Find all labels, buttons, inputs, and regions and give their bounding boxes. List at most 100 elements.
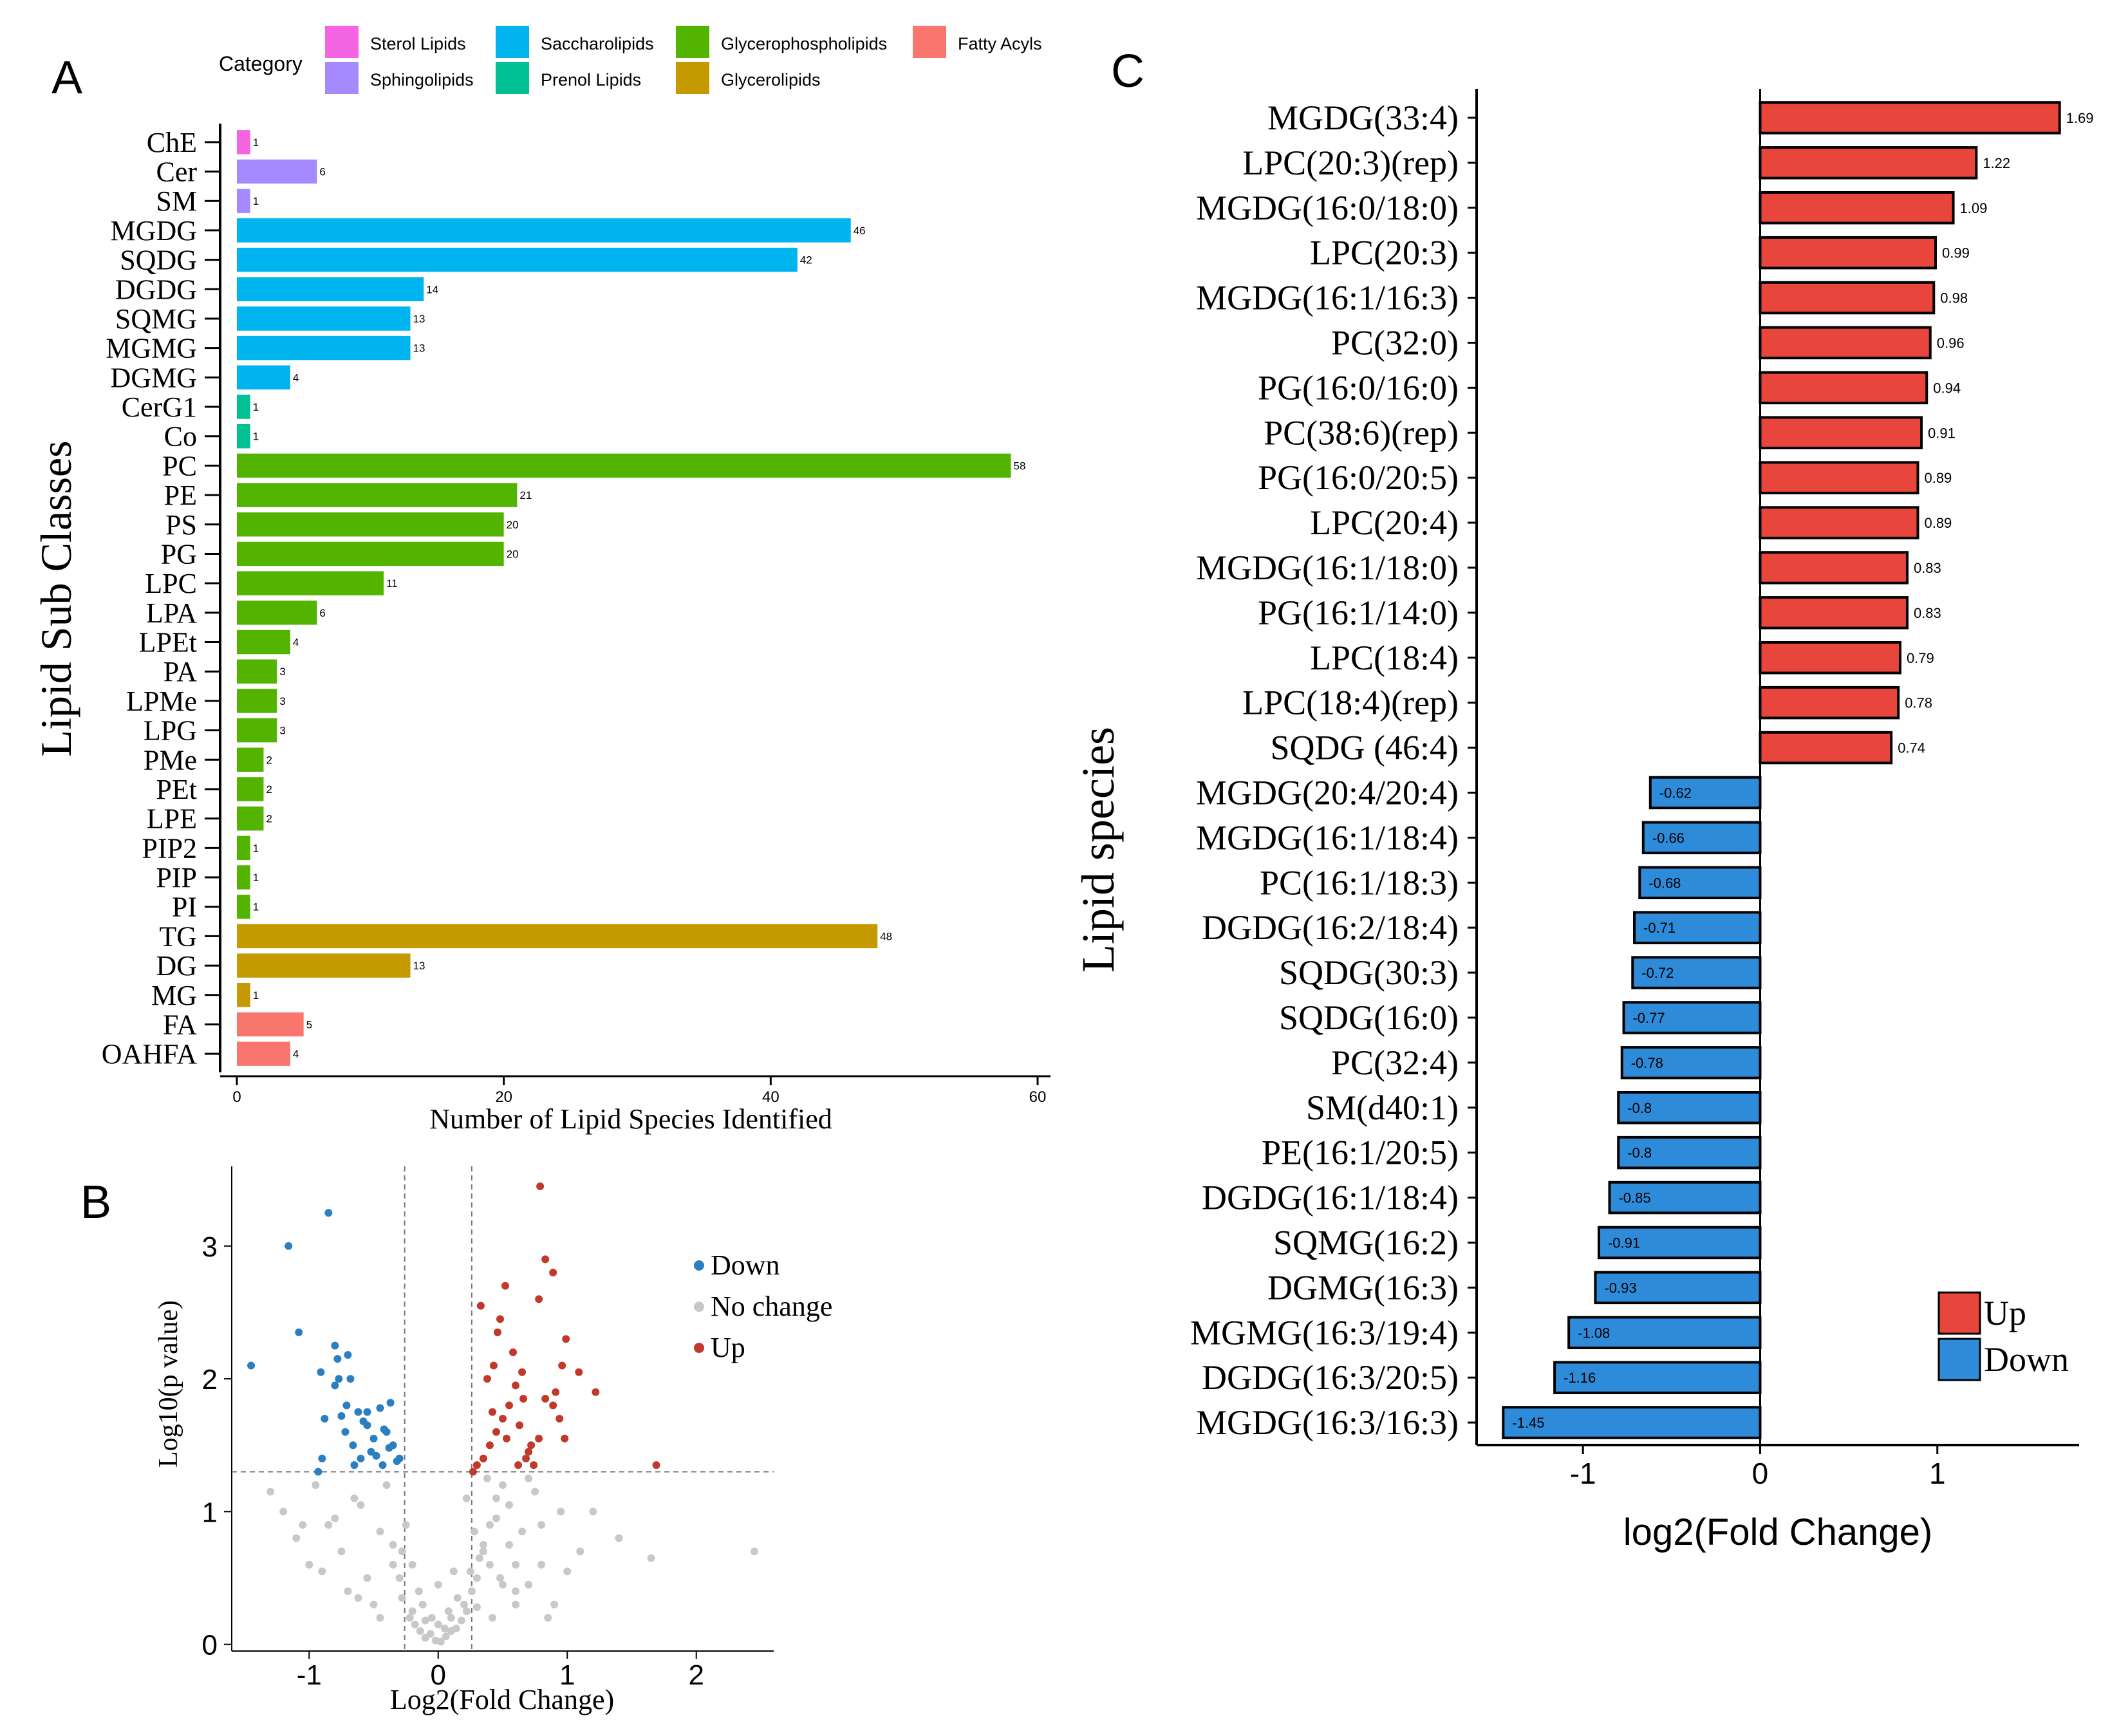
data-point [499,1414,507,1423]
y-tick-label: PG [161,538,197,570]
data-point [317,1368,325,1376]
x-tick-label: 1 [1929,1457,1946,1490]
data-point [266,1488,275,1496]
y-tick-label: LPC(20:3) [1310,234,1459,272]
bar [237,189,250,213]
data-point [341,1428,350,1436]
data-point [426,1630,434,1638]
y-axis-title: Log10(p value) [154,1300,183,1468]
legend-swatch [496,26,529,58]
data-point [557,1507,565,1516]
bar-value-label: 1 [253,431,259,443]
bar [1759,101,2061,135]
y-tick-label: SQDG(30:3) [1279,953,1459,992]
data-point [386,1399,395,1407]
bar [237,894,250,919]
data-point [447,1614,455,1622]
data-point [442,1632,450,1641]
y-tick-label: LPA [146,597,197,629]
bar-value-label: 13 [413,313,425,325]
bar [237,924,878,949]
y-tick-label: PS [165,509,197,541]
data-point [354,1594,362,1602]
y-tick-label: PC(32:0) [1331,323,1459,362]
data-point [436,1638,445,1646]
legend-swatch [325,62,359,94]
data-point [318,1454,326,1462]
bar-value-label: -1.08 [1578,1325,1610,1341]
legend-swatch [496,62,529,94]
bar [237,601,317,625]
y-tick-label: MGDG(20:4/20:4) [1196,773,1459,812]
data-point [337,1412,346,1420]
data-point [549,1401,557,1410]
bar [237,953,411,978]
data-point [589,1507,597,1516]
x-tick-label: 1 [559,1659,575,1691]
data-point [531,1488,539,1496]
bar [1597,1226,1762,1260]
data-point [444,1607,453,1616]
y-tick-label: MGMG(16:3/19:4) [1190,1313,1459,1352]
data-point [488,1614,496,1622]
bar-value-label: 1 [253,842,259,854]
y-tick-label: 2 [202,1364,218,1395]
bar [237,159,317,184]
legend-label: Glycerolipids [721,70,821,89]
y-tick-label: PMe [144,744,197,776]
data-point [535,1295,543,1303]
y-tick-label: MGDG(16:1/16:3) [1196,279,1459,317]
bar-value-label: 0.78 [1905,695,1932,711]
y-tick-label: MGDG(16:3/16:3) [1196,1403,1459,1442]
bar-value-label: -1.45 [1512,1415,1544,1431]
data-point [380,1425,388,1433]
data-point [535,1434,543,1442]
x-tick-label: 20 [495,1088,512,1106]
data-point [449,1567,458,1576]
bar-value-label: 58 [1014,460,1026,472]
legend-swatch [325,26,359,58]
data-point [514,1461,523,1470]
bar [237,571,384,595]
data-point [550,1600,559,1609]
y-tick-label: TG [159,920,197,952]
bar [237,630,290,655]
data-point [485,1441,494,1450]
bar [237,247,798,272]
data-point [385,1444,393,1452]
data-point [525,1448,533,1456]
bar [1633,911,1762,944]
data-point [369,1434,378,1442]
panel-c-chart: MGDG(33:4) 1.69 LPC(20:3)(rep) 1.22 MGDG(16:… [1072,89,2094,1553]
data-point [421,1616,429,1625]
data-point [389,1560,397,1569]
data-point [479,1547,487,1556]
bar-value-label: 4 [293,1048,299,1060]
y-axis-title: Lipid species [1072,727,1124,973]
data-point [372,1451,380,1460]
data-point [363,1408,371,1416]
data-point [406,1614,414,1622]
bar-value-label: 14 [426,283,438,295]
y-tick-label: PE(16:1/20:5) [1262,1134,1459,1172]
y-tick-label: PC [162,450,197,481]
data-point [476,1302,485,1310]
bar-value-label: 13 [413,960,425,972]
bar-value-label: 3 [279,666,285,678]
data-point [615,1534,623,1542]
legend-swatch [1938,1291,1981,1335]
data-point [525,1580,533,1589]
legend-label: Down [711,1249,780,1281]
legend-label: Prenol Lipids [541,70,641,89]
bar [237,659,277,684]
bar-value-label: 2 [266,783,272,796]
data-point [350,1461,359,1470]
data-point [434,1620,442,1629]
y-tick-label: SQDG (46:4) [1271,729,1459,767]
data-point [479,1540,487,1549]
data-point [750,1547,758,1556]
bar [1759,596,1909,630]
data-point [359,1417,368,1426]
y-tick-label: DGDG(16:2/18:4) [1202,908,1459,947]
data-point [479,1454,487,1462]
